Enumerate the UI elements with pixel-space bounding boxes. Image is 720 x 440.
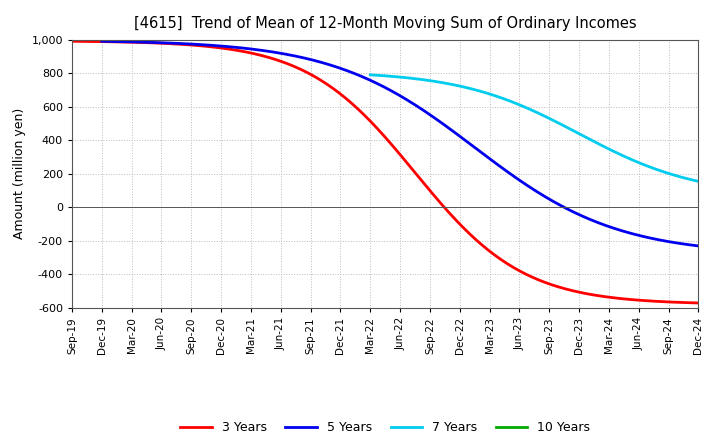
3 Years [271, 57, 280, 62]
3 Years [462, 228, 470, 233]
5 Years [694, 243, 703, 249]
7 Years [473, 88, 482, 93]
5 Years [169, 40, 178, 46]
Line: 3 Years: 3 Years [72, 41, 698, 303]
5 Years [334, 65, 343, 70]
7 Years [572, 130, 581, 135]
7 Years [694, 179, 703, 184]
Line: 5 Years: 5 Years [102, 41, 698, 246]
3 Years [143, 40, 152, 45]
3 Years [68, 39, 76, 44]
7 Years [605, 147, 613, 152]
5 Years [97, 39, 106, 44]
3 Years [523, 272, 531, 278]
7 Years [603, 146, 611, 151]
5 Years [528, 186, 536, 191]
7 Years [366, 72, 374, 77]
3 Years [520, 271, 528, 276]
7 Years [496, 95, 505, 100]
3 Years [694, 301, 703, 306]
Line: 7 Years: 7 Years [370, 75, 698, 181]
Legend: 3 Years, 5 Years, 7 Years, 10 Years: 3 Years, 5 Years, 7 Years, 10 Years [176, 416, 595, 439]
5 Years [473, 147, 482, 152]
3 Years [316, 77, 325, 82]
7 Years [405, 75, 414, 81]
5 Years [531, 188, 540, 193]
5 Years [292, 54, 300, 59]
Y-axis label: Amount (million yen): Amount (million yen) [13, 108, 26, 239]
Title: [4615]  Trend of Mean of 12-Month Moving Sum of Ordinary Incomes: [4615] Trend of Mean of 12-Month Moving … [134, 16, 636, 32]
